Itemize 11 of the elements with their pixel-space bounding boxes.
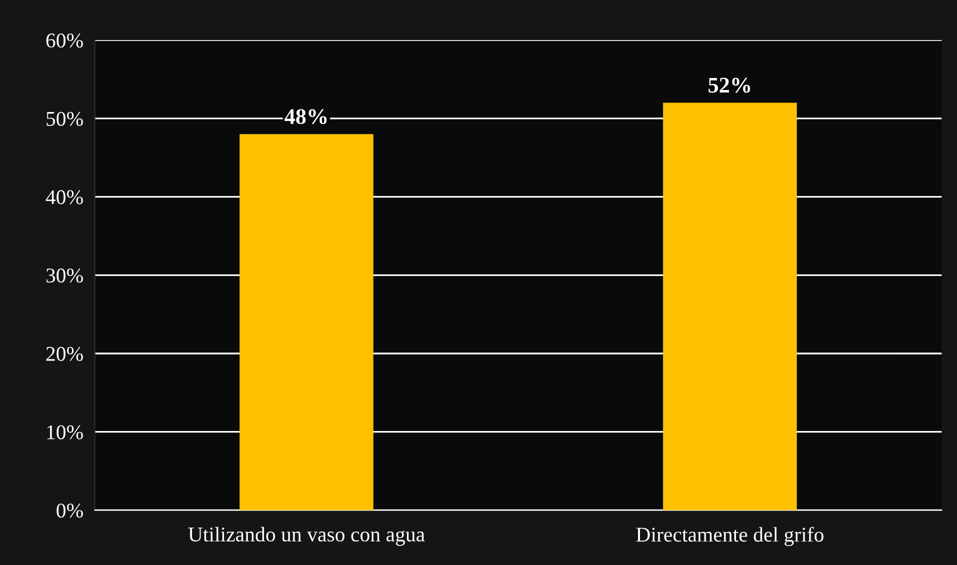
y-tick-label: 10% — [47, 425, 83, 440]
data-label: 52% — [708, 78, 750, 93]
x-tick-label: Directamente del grifo — [636, 526, 824, 546]
data-label: 48% — [284, 109, 327, 124]
y-tick-label: 40% — [46, 190, 83, 204]
y-tick-label: 50% — [46, 112, 83, 126]
y-tick-label: 60% — [46, 33, 83, 48]
x-tick-label: Utilizando un vaso con agua — [188, 526, 425, 546]
y-tick-label: 20% — [46, 346, 83, 362]
y-tick-label: 30% — [46, 268, 83, 283]
y-tick-label: 0% — [56, 504, 83, 518]
